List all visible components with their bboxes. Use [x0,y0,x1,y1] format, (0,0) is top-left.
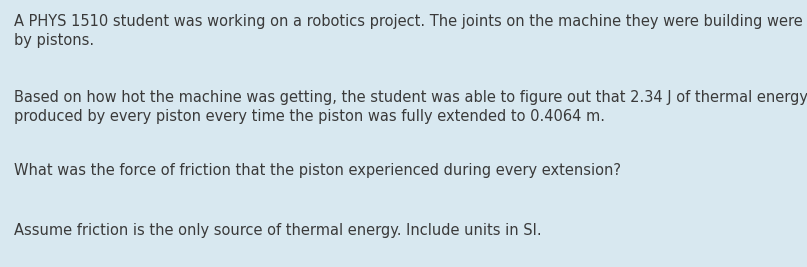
Text: Assume friction is the only source of thermal energy. Include units in SI.: Assume friction is the only source of th… [14,223,541,238]
Text: A PHYS 1510 student was working on a robotics project. The joints on the machine: A PHYS 1510 student was working on a rob… [14,14,807,29]
Text: by pistons.: by pistons. [14,33,94,48]
Text: produced by every piston every time the piston was fully extended to 0.4064 m.: produced by every piston every time the … [14,109,605,124]
Text: Based on how hot the machine was getting, the student was able to figure out tha: Based on how hot the machine was getting… [14,90,807,105]
Text: What was the force of friction that the piston experienced during every extensio: What was the force of friction that the … [14,163,621,178]
